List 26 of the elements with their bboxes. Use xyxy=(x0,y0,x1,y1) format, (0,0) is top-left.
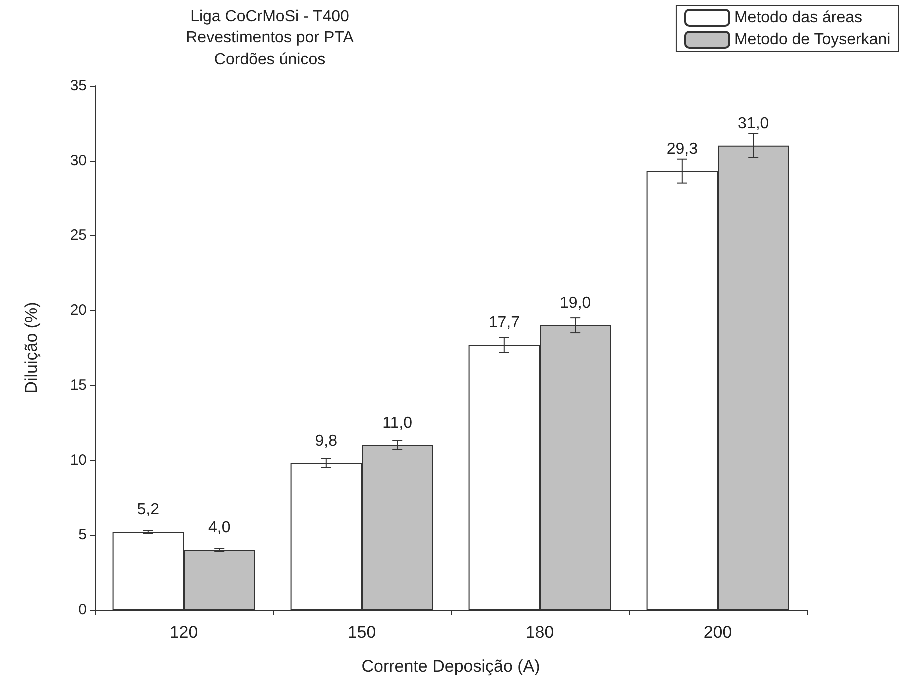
y-tick-label: 35 xyxy=(70,78,87,94)
data-label: 29,3 xyxy=(666,140,698,158)
chart-subtitle: Revestimentos por PTA Cordões únicos xyxy=(186,30,354,68)
legend-label: Metodo das áreas xyxy=(734,10,863,26)
y-tick-label: 15 xyxy=(70,376,87,394)
data-label: 4,0 xyxy=(208,520,231,537)
y-tick-label: 25 xyxy=(70,227,87,244)
x-tick-label: 180 xyxy=(526,623,554,642)
data-label: 11,0 xyxy=(382,414,413,432)
y-tick-label: 0 xyxy=(78,602,87,618)
y-tick-label: 5 xyxy=(78,526,87,544)
legend-label: Metodo de Toyserkani xyxy=(734,32,891,48)
x-axis-title: Corrente Deposição (A) xyxy=(362,657,540,676)
x-tick-label: 150 xyxy=(348,623,376,642)
x-tick-label: 200 xyxy=(704,623,732,642)
data-label: 19,0 xyxy=(560,295,592,312)
data-label: 5,2 xyxy=(137,502,160,519)
data-label: 17,7 xyxy=(488,314,520,332)
data-label: 9,8 xyxy=(315,432,338,450)
y-tick-label: 10 xyxy=(70,452,87,469)
y-tick-label: 30 xyxy=(70,152,87,170)
data-label: 31,0 xyxy=(738,115,770,132)
y-axis-title: Diluição (%) xyxy=(22,302,41,394)
chart-title: Liga CoCrMoSi - T400 xyxy=(190,8,350,26)
x-tick-label: 120 xyxy=(170,623,198,642)
y-tick-label: 20 xyxy=(70,302,87,320)
